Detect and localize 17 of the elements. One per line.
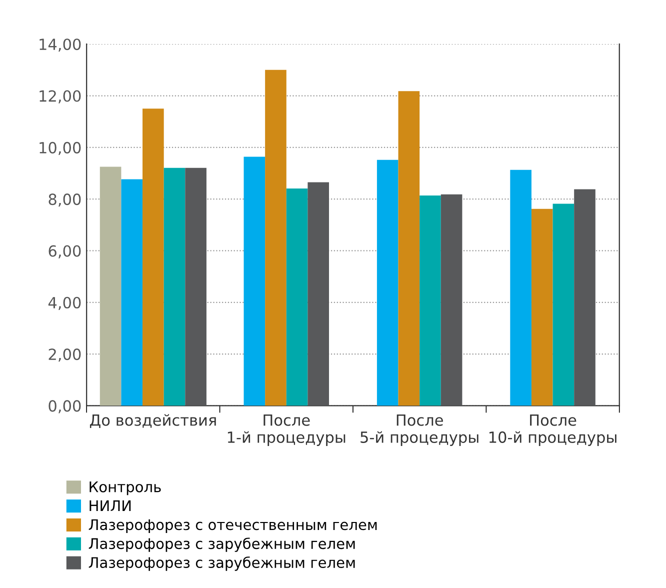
x-tick-label: До воздействия — [90, 414, 216, 428]
y-tick-label: 2,00 — [48, 348, 81, 362]
y-tick-label: 8,00 — [48, 194, 81, 207]
legend-label: Лазерофорез с зарубежным гелем — [88, 538, 355, 552]
legend-label: НИЛИ — [90, 500, 131, 512]
legend-label: Контроль — [90, 481, 161, 496]
y-tick-label: 6,00 — [48, 245, 81, 258]
y-tick-label: 12,00 — [40, 90, 81, 104]
legend-label: Лазерофорез с отечественным гелем — [88, 519, 377, 533]
x-tick-label: После 1-й процедуры — [228, 414, 346, 446]
x-tick-label: После 5-й процедуры — [360, 414, 478, 446]
y-tick-label: 10,00 — [40, 142, 81, 155]
y-tick-label: 0,00 — [48, 400, 81, 414]
y-tick-label: 14,00 — [40, 38, 81, 52]
x-tick-label: После 10-й процедуры — [489, 414, 616, 446]
y-tick-label: 4,00 — [48, 296, 81, 310]
legend-label: Лазерофорез с зарубежным гелем — [88, 556, 355, 571]
